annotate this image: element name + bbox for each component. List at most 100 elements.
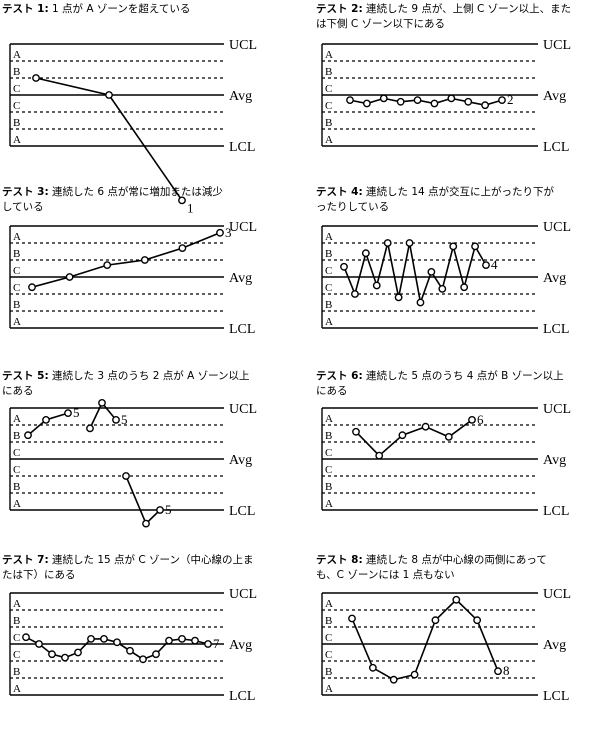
data-point [396,97,405,106]
data-point [103,261,112,270]
zone-label-c: C [325,632,332,644]
zone-label-a: A [13,134,21,146]
data-point [126,646,134,655]
data-point [87,635,95,643]
data-point [460,283,469,292]
data-point [431,616,440,625]
data-point [178,196,186,205]
zone-label-b: B [13,666,20,678]
zone-label-c: C [325,100,332,112]
data-point [140,256,149,264]
test-number-label: 3 [225,225,232,240]
data-point [405,239,414,247]
data-point [413,96,422,105]
zone-label-a: A [13,598,21,610]
lcl-label: LCL [543,689,569,704]
test-2-title: テスト 2: 連続した 9 点が、上側 C ゾーン以上、または下側 C ゾーン以… [316,3,572,30]
zone-label-a: A [13,498,21,510]
data-point [368,663,377,672]
data-point [482,261,490,270]
avg-label: Avg [229,89,252,104]
test-number-label: 4 [491,257,498,272]
data-point [352,427,360,436]
zone-label-a: A [13,413,21,425]
zone-label-c: C [325,447,332,459]
data-point [156,506,164,514]
data-point [464,97,473,106]
data-point [32,74,40,82]
zone-label-b: B [13,66,20,78]
data-point [416,298,425,307]
ucl-label: UCL [229,402,257,417]
data-point [361,249,370,258]
zone-label-c: C [13,265,20,277]
test-3-panel: テスト 3: 連続した 6 点が常に増加または減少している A B C C B A UCL A… [2,185,292,365]
zone-label-c: C [13,100,20,112]
test-2-panel: テスト 2: 連続した 9 点が、上側 C ゾーン以上、または下側 C ゾーン以… [316,2,595,182]
data-point [430,99,439,108]
test-1-panel: テスト 1: 1 点が A ゾーンを超えている A B C C B A UCL Avg LCL 1 [2,2,292,215]
zone-label-b: B [13,615,20,627]
data-point [346,96,354,105]
data-point [98,399,106,407]
data-point [444,433,453,441]
lcl-label: LCL [543,140,569,155]
data-point [24,431,32,440]
data-point [22,633,30,642]
data-point [494,667,502,676]
data-point [351,290,359,298]
zone-label-a: A [325,231,333,243]
data-point [112,416,120,424]
zone-label-c: C [325,265,332,277]
data-point [191,636,199,645]
test-8-title: テスト 8: 連続した 8 点が中心線の両側にあっても、C ゾーンには 1 点も… [316,554,547,581]
zone-label-b: B [325,481,332,493]
data-point [438,285,447,293]
test-number-label: 2 [507,92,514,107]
zone-label-a: A [325,598,333,610]
zone-label-b: B [325,666,332,678]
series-line [31,232,221,288]
data-point [86,424,94,433]
data-point [410,670,419,679]
test-number-label: 1 [187,200,194,215]
zone-label-b: B [13,248,20,260]
data-point [379,94,388,103]
avg-label: Avg [543,638,566,653]
data-point [35,640,43,648]
zone-label-b: B [325,615,332,627]
data-point [340,262,348,271]
zone-label-a: A [325,49,333,61]
data-point [64,409,72,417]
ucl-label: UCL [229,220,257,235]
data-point [427,268,436,276]
test-5-title: テスト 5: 連続した 3 点のうち 2 点が A ゾーン以上にある [2,370,250,397]
ucl-label: UCL [543,220,571,235]
ucl-label: UCL [229,587,257,602]
data-point [165,636,173,645]
data-point [204,640,212,648]
data-point [113,638,121,647]
data-point [471,242,479,251]
zone-label-b: B [13,299,20,311]
test-6-title: テスト 6: 連続した 5 点のうち 4 点が B ゾーン以上にある [316,370,564,397]
data-point [389,675,398,684]
lcl-label: LCL [543,504,569,519]
zone-label-a: A [325,134,333,146]
series-line [125,475,161,525]
zone-label-b: B [325,248,332,260]
data-point [375,451,384,460]
data-point [449,242,458,251]
data-point [105,91,113,99]
lcl-label: LCL [229,140,255,155]
lcl-label: LCL [543,322,569,337]
zone-label-b: B [325,430,332,442]
data-point [473,616,482,625]
zone-label-c: C [325,83,332,95]
data-point [178,635,186,643]
